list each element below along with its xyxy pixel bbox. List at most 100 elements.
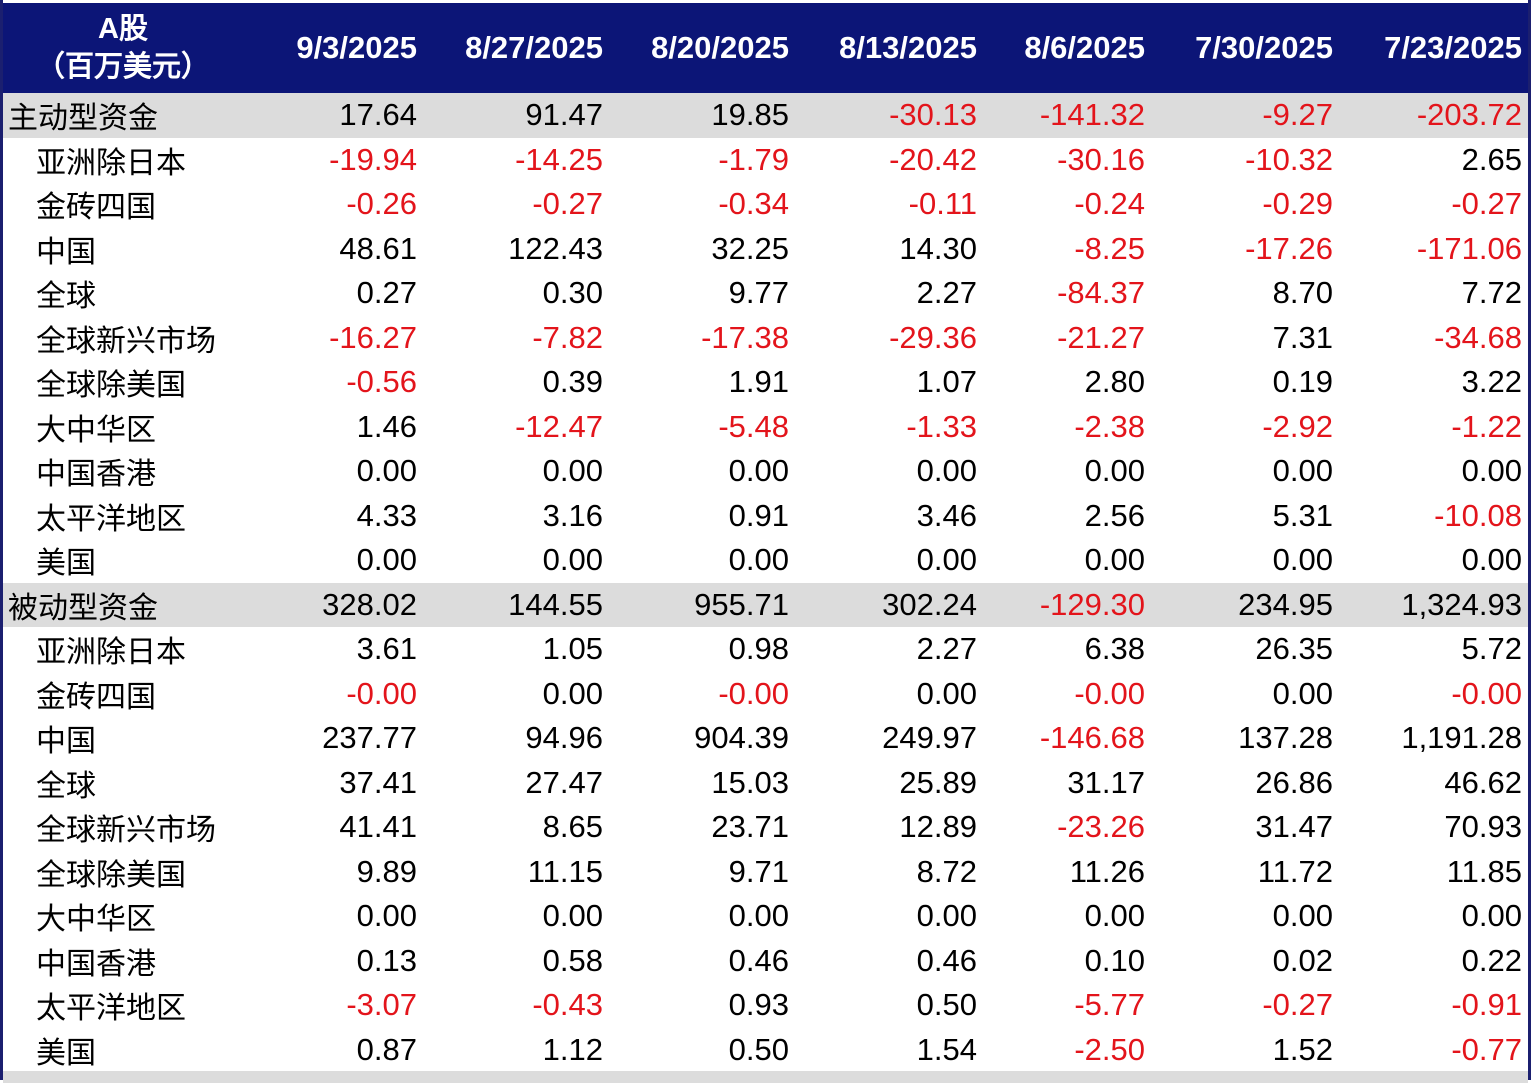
flow-value-cell: 0.93 bbox=[728, 987, 789, 1023]
group-total-row: 主动型资金 17.64 91.47 19.85 -30.13 -141.32 -9.27 -2… bbox=[3, 93, 1528, 138]
flow-value-cell: 46.62 bbox=[1444, 764, 1522, 800]
flow-value-cell: 328.02 bbox=[322, 586, 417, 622]
table-row: 亚洲除日本 3.61 1.05 0.98 2.27 6.38 26.35 5.72 bbox=[3, 627, 1528, 672]
flow-value-cell: -16.27 bbox=[329, 319, 417, 355]
flow-value-cell: -0.27 bbox=[532, 186, 603, 222]
flow-value-cell: -9.27 bbox=[1262, 97, 1333, 133]
flow-value-cell: -10.08 bbox=[1434, 497, 1522, 533]
flow-value-cell: 19.85 bbox=[711, 97, 789, 133]
table-row: 大中华区 1.46 -12.47 -5.48 -1.33 -2.38 -2.92 -1.22 bbox=[3, 405, 1528, 450]
table-row: 全球 37.41 27.47 15.03 25.89 31.17 26.86 46.62 bbox=[3, 761, 1528, 806]
region-label: 全球新兴市场 bbox=[36, 813, 216, 849]
flow-value-cell: 2.80 bbox=[1084, 364, 1145, 400]
flow-value-cell: 11.15 bbox=[527, 853, 603, 889]
table-row: 中国 237.77 94.96 904.39 249.97 -146.68 137.28 1,… bbox=[3, 716, 1528, 761]
flow-value-cell: 0.13 bbox=[356, 942, 417, 978]
flow-value-cell: -171.06 bbox=[1416, 230, 1522, 266]
flow-value-cell: 9.71 bbox=[728, 853, 789, 889]
flow-value-cell: 8.72 bbox=[916, 853, 977, 889]
table-row: 亚洲除日本 -19.94 -14.25 -1.79 -20.42 -30.16 -10.32… bbox=[3, 138, 1528, 183]
flow-value-cell: 0.00 bbox=[916, 675, 977, 711]
flow-value-cell: -0.00 bbox=[1074, 675, 1145, 711]
truncated-summary-row bbox=[3, 1071, 1528, 1083]
flow-value-cell: 48.61 bbox=[339, 230, 417, 266]
flow-value-cell: -1.79 bbox=[718, 141, 789, 177]
flow-value-cell: -0.00 bbox=[718, 675, 789, 711]
region-label: 中国香港 bbox=[36, 946, 156, 982]
region-label: 太平洋地区 bbox=[36, 501, 186, 537]
flow-value-cell: 70.93 bbox=[1444, 809, 1522, 845]
flow-value-cell: -0.77 bbox=[1451, 1031, 1522, 1067]
flow-value-cell: 0.00 bbox=[1272, 675, 1333, 711]
flow-value-cell: 0.00 bbox=[1084, 453, 1145, 489]
flow-value-cell: 904.39 bbox=[694, 720, 789, 756]
flow-value-cell: 7.31 bbox=[1272, 319, 1333, 355]
table-row: 美国 0.00 0.00 0.00 0.00 0.00 0.00 0.00 bbox=[3, 538, 1528, 583]
unit-label: （百万美元） bbox=[35, 51, 210, 83]
region-label: 全球除美国 bbox=[36, 857, 186, 893]
flow-value-cell: 3.46 bbox=[916, 497, 977, 533]
flow-value-cell: 1.12 bbox=[542, 1031, 603, 1067]
flow-value-cell: 0.00 bbox=[1084, 542, 1145, 578]
flow-value-cell: 1.54 bbox=[916, 1031, 977, 1067]
group-total-row: 被动型资金 328.02 144.55 955.71 302.24 -129.30 234.… bbox=[3, 582, 1528, 627]
flow-value-cell: -1.22 bbox=[1451, 408, 1522, 444]
flow-value-cell: -0.91 bbox=[1451, 987, 1522, 1023]
column-header-date: 8/20/2025 bbox=[651, 30, 789, 65]
flow-value-cell: 5.72 bbox=[1461, 631, 1522, 667]
flow-value-cell: -0.26 bbox=[346, 186, 417, 222]
flow-value-cell: -0.11 bbox=[908, 186, 977, 222]
table-row: 美国 0.87 1.12 0.50 1.54 -2.50 1.52 -0.77 bbox=[3, 1028, 1528, 1073]
flow-value-cell: 0.00 bbox=[728, 898, 789, 934]
flow-value-cell: 0.98 bbox=[728, 631, 789, 667]
flow-value-cell: 94.96 bbox=[525, 720, 603, 756]
flow-value-cell: 0.00 bbox=[356, 898, 417, 934]
flow-value-cell: -141.32 bbox=[1039, 97, 1145, 133]
flow-value-cell: 0.00 bbox=[916, 898, 977, 934]
flow-value-cell: 1.46 bbox=[356, 408, 417, 444]
flow-value-cell: 3.22 bbox=[1461, 364, 1522, 400]
flow-value-cell: 11.85 bbox=[1446, 853, 1522, 889]
flow-value-cell: -23.26 bbox=[1057, 809, 1145, 845]
flow-value-cell: -12.47 bbox=[515, 408, 603, 444]
flow-value-cell: 41.41 bbox=[339, 809, 417, 845]
flow-value-cell: 0.00 bbox=[356, 542, 417, 578]
table-row: 全球新兴市场 -16.27 -7.82 -17.38 -29.36 -21.27 7.31 -… bbox=[3, 316, 1528, 361]
region-label: 大中华区 bbox=[36, 412, 156, 448]
flow-value-cell: 7.72 bbox=[1461, 275, 1522, 311]
column-header-date: 7/30/2025 bbox=[1195, 30, 1333, 65]
fund-flows-table: A股 （百万美元） 9/3/2025 8/27/2025 8/20/2025 8… bbox=[3, 3, 1528, 1072]
flow-value-cell: 0.00 bbox=[728, 542, 789, 578]
flow-value-cell: 0.00 bbox=[1272, 898, 1333, 934]
flow-value-cell: 0.00 bbox=[1461, 898, 1522, 934]
region-label: 全球除美国 bbox=[36, 368, 186, 404]
flow-value-cell: 0.46 bbox=[916, 942, 977, 978]
market-label: A股 bbox=[98, 13, 148, 45]
flow-value-cell: 0.00 bbox=[1084, 898, 1145, 934]
flow-value-cell: 0.00 bbox=[542, 453, 603, 489]
flow-value-cell: -1.33 bbox=[906, 408, 977, 444]
table-row: 中国香港 0.00 0.00 0.00 0.00 0.00 0.00 0.00 bbox=[3, 449, 1528, 494]
flow-value-cell: 0.00 bbox=[916, 453, 977, 489]
flow-value-cell: -7.82 bbox=[532, 319, 603, 355]
flow-value-cell: -17.26 bbox=[1245, 230, 1333, 266]
table-row: 中国 48.61 122.43 32.25 14.30 -8.25 -17.26 -171.0… bbox=[3, 227, 1528, 272]
flow-value-cell: 1.07 bbox=[916, 364, 977, 400]
flow-value-cell: -0.43 bbox=[532, 987, 603, 1023]
column-header-date: 8/27/2025 bbox=[465, 30, 603, 65]
region-label: 中国 bbox=[36, 724, 96, 760]
flow-value-cell: 0.58 bbox=[542, 942, 603, 978]
flow-value-cell: 0.50 bbox=[916, 987, 977, 1023]
flow-value-cell: -0.00 bbox=[1451, 675, 1522, 711]
flow-value-cell: 0.87 bbox=[356, 1031, 417, 1067]
column-header-date: 7/23/2025 bbox=[1384, 30, 1522, 65]
group-label: 被动型资金 bbox=[8, 590, 158, 626]
table-row: 太平洋地区 4.33 3.16 0.91 3.46 2.56 5.31 -10.08 bbox=[3, 494, 1528, 539]
flow-value-cell: -5.48 bbox=[718, 408, 789, 444]
flow-value-cell: 3.16 bbox=[542, 497, 603, 533]
flow-value-cell: 0.27 bbox=[356, 275, 417, 311]
region-label: 中国 bbox=[36, 234, 96, 270]
flow-value-cell: 8.70 bbox=[1272, 275, 1333, 311]
region-label: 全球 bbox=[36, 768, 96, 804]
flow-value-cell: 302.24 bbox=[882, 586, 977, 622]
